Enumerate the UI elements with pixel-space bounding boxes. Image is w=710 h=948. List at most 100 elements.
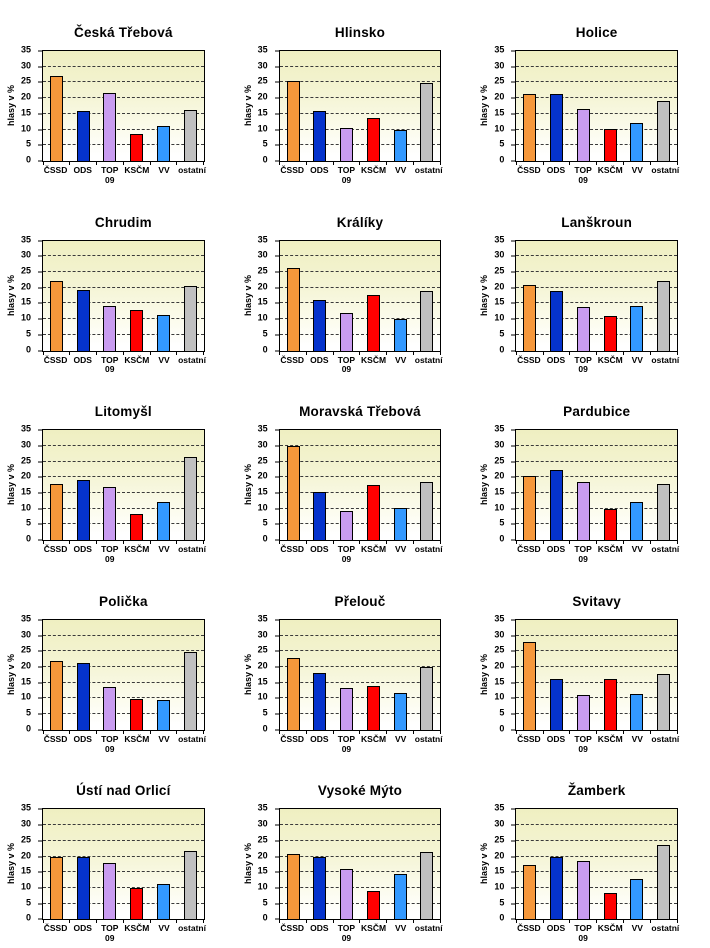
x-label-slot: VV bbox=[387, 924, 414, 944]
x-tick-label: VV bbox=[631, 923, 643, 934]
gridline bbox=[43, 302, 204, 304]
y-tick-mark bbox=[511, 129, 516, 131]
bar-kscm bbox=[130, 133, 144, 161]
y-tick-mark bbox=[38, 635, 42, 637]
x-tick-mark bbox=[622, 729, 624, 734]
y-tick-mark bbox=[274, 523, 279, 525]
x-label-slot: KSČM bbox=[360, 924, 387, 944]
y-tick-label: 15 bbox=[20, 486, 31, 497]
y-tick-mark bbox=[38, 113, 42, 115]
x-tick-mark bbox=[515, 161, 517, 165]
x-label-slot: ČSSD bbox=[515, 734, 542, 755]
gridline bbox=[516, 112, 677, 114]
x-tick-label: ostatní bbox=[414, 733, 443, 744]
bar-kscm bbox=[603, 509, 617, 541]
x-tick-mark bbox=[305, 729, 307, 734]
gridline bbox=[43, 128, 204, 130]
bar-cssd bbox=[523, 284, 537, 351]
bar-top09 bbox=[103, 686, 117, 730]
y-tick-mark bbox=[274, 445, 279, 447]
x-tick-label: KSČM bbox=[361, 544, 387, 555]
gridline bbox=[516, 902, 677, 904]
x-tick-label: ODS bbox=[310, 733, 329, 744]
x-tick-label: TOP 09 bbox=[337, 733, 356, 754]
chart-2: Holice hlasy v % 0 5 10 15 20 25 30 35 ČSSD ODS TOP … bbox=[473, 0, 710, 190]
gridline bbox=[43, 902, 204, 904]
y-axis-tick-labels: 0 5 10 15 20 25 30 35 bbox=[237, 45, 275, 164]
y-tick-mark bbox=[511, 113, 516, 115]
y-tick-mark bbox=[511, 492, 516, 494]
gridline bbox=[516, 302, 677, 304]
y-tick-label: 20 bbox=[20, 660, 31, 671]
bar-cssd bbox=[286, 267, 300, 351]
x-tick-label: TOP 09 bbox=[101, 733, 119, 754]
y-tick-label: 25 bbox=[257, 265, 268, 276]
gridline bbox=[516, 271, 677, 273]
y-tick-label: 10 bbox=[494, 123, 505, 134]
y-tick-mark bbox=[511, 508, 516, 510]
x-tick-label: TOP 09 bbox=[101, 354, 119, 375]
chart-title: Přelouč bbox=[334, 593, 386, 609]
x-tick-label: ČSSD bbox=[43, 354, 68, 365]
x-tick-mark bbox=[359, 540, 361, 545]
x-tick-label: TOP 09 bbox=[337, 923, 356, 944]
bar-slot bbox=[623, 809, 650, 920]
y-tick-mark bbox=[274, 476, 279, 478]
bar-ods bbox=[313, 492, 327, 541]
x-axis-labels: ČSSD ODS TOP 09 KSČM VV ostatní bbox=[279, 165, 442, 186]
chart-11: Svitavy hlasy v % 0 5 10 15 20 25 30 35 ČSSD ODS TOP… bbox=[473, 569, 710, 759]
gridline bbox=[279, 492, 441, 494]
x-axis-labels: ČSSD ODS TOP 09 KSČM VV ostatní bbox=[515, 544, 679, 565]
chart-title: Králíky bbox=[336, 214, 384, 230]
y-tick-label: 35 bbox=[20, 802, 31, 813]
bar-slot bbox=[70, 809, 97, 920]
x-tick-label: ČSSD bbox=[517, 544, 541, 555]
bar-top09 bbox=[576, 307, 590, 351]
bar-slot bbox=[70, 51, 97, 161]
gridline bbox=[279, 302, 441, 304]
bar-ods bbox=[76, 110, 90, 161]
bars bbox=[43, 51, 204, 161]
bar-kscm bbox=[366, 294, 380, 351]
x-tick-label: ODS bbox=[546, 354, 566, 365]
y-tick-label: 25 bbox=[20, 265, 31, 276]
x-tick-label: VV bbox=[394, 354, 407, 365]
bar-slot bbox=[650, 241, 677, 351]
bar-kscm bbox=[603, 678, 617, 730]
gridline bbox=[516, 650, 677, 652]
bars bbox=[516, 241, 677, 351]
y-tick-label: 20 bbox=[494, 470, 505, 481]
y-tick-label: 15 bbox=[20, 865, 31, 876]
bar-slot bbox=[43, 241, 70, 351]
x-tick-mark bbox=[413, 729, 415, 734]
bar-vv bbox=[393, 874, 407, 920]
plot-area bbox=[38, 808, 205, 924]
bar-ods bbox=[76, 480, 90, 541]
chart-title: Česká Třebová bbox=[74, 25, 173, 40]
y-tick-label: 10 bbox=[257, 312, 268, 323]
x-label-slot: ostatní bbox=[178, 924, 206, 944]
y-tick-mark bbox=[511, 650, 516, 652]
y-tick-label: 35 bbox=[20, 423, 31, 434]
bar-ostatni bbox=[657, 484, 671, 541]
bar-ods bbox=[550, 470, 563, 541]
gridline bbox=[43, 286, 204, 288]
y-tick-mark bbox=[274, 808, 279, 810]
y-axis-tick-labels: 0 5 10 15 20 25 30 35 bbox=[473, 45, 511, 164]
x-tick-mark bbox=[386, 919, 388, 924]
y-tick-label: 30 bbox=[20, 60, 31, 71]
x-label-slot: TOP 09 bbox=[570, 734, 597, 755]
bar-slot bbox=[150, 809, 177, 920]
bar-slot bbox=[123, 620, 150, 730]
x-tick-mark bbox=[359, 350, 361, 355]
x-label-slot: TOP 09 bbox=[96, 733, 123, 755]
y-tick-mark bbox=[274, 160, 279, 162]
gridline bbox=[516, 665, 677, 667]
bars bbox=[43, 809, 204, 920]
bar-top09 bbox=[103, 305, 117, 351]
gridline bbox=[279, 255, 441, 257]
x-tick-mark bbox=[542, 919, 544, 924]
bar-slot bbox=[177, 809, 204, 920]
bar-slot bbox=[516, 430, 543, 541]
